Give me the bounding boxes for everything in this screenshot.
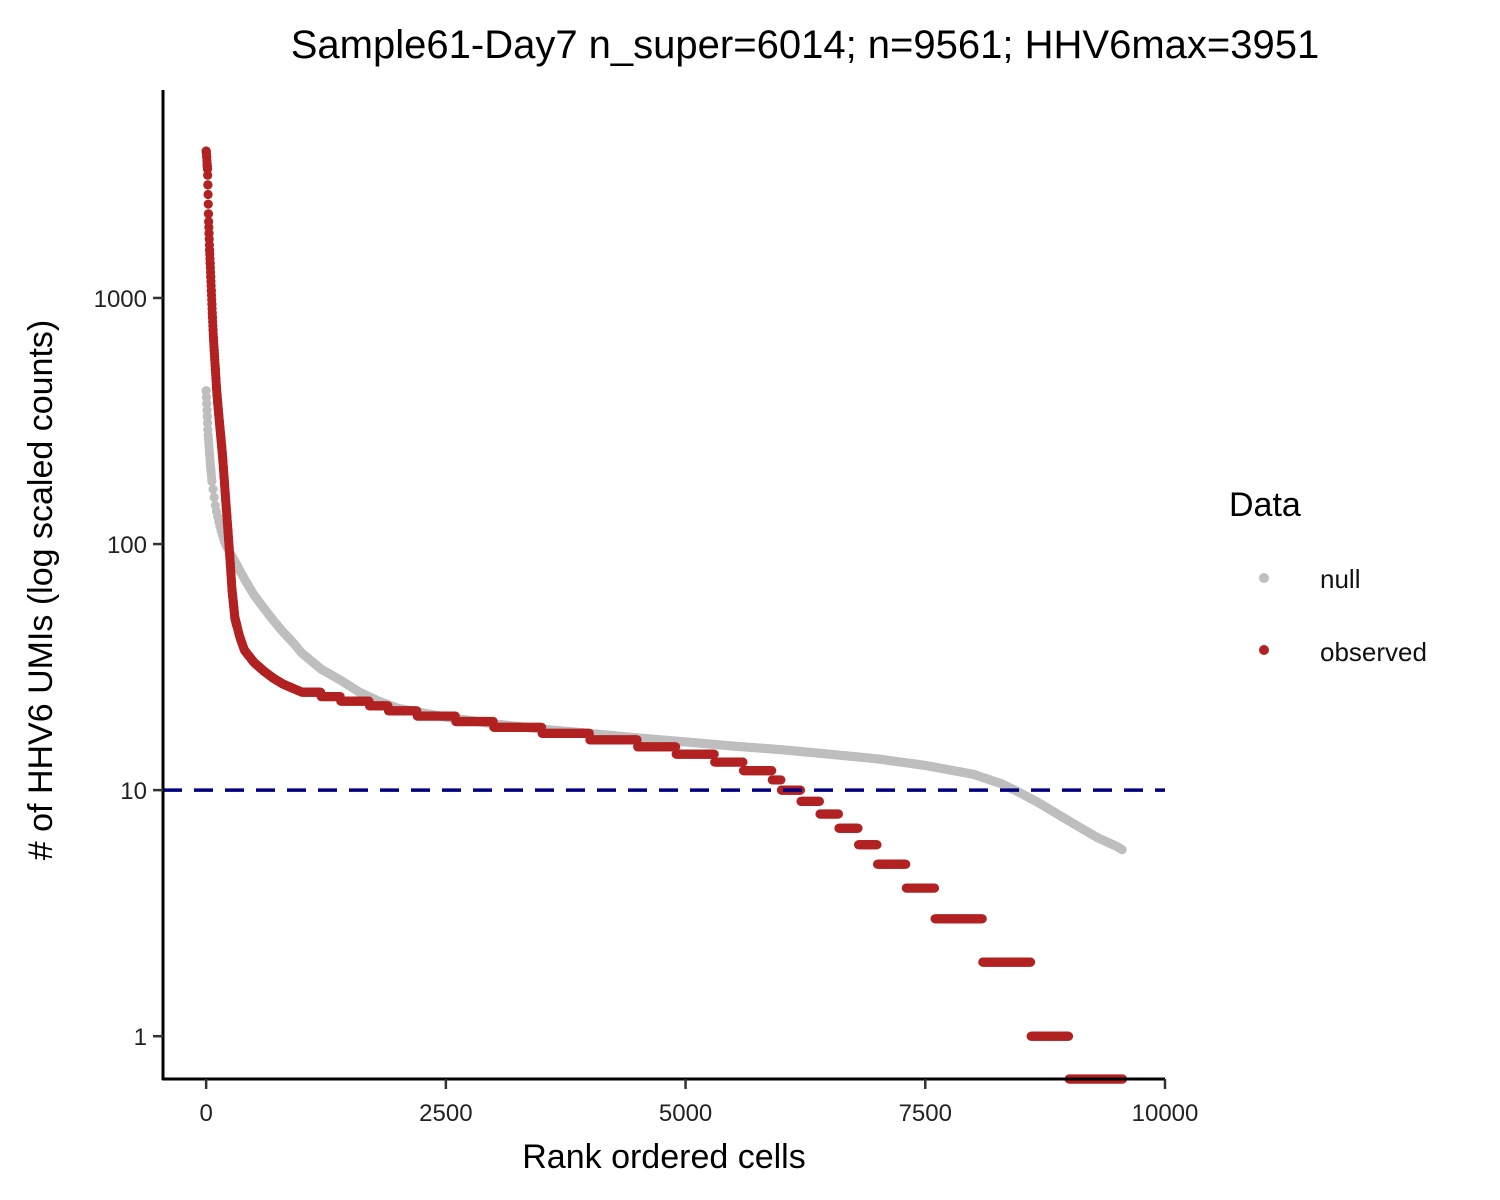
point-observed <box>853 823 863 833</box>
point-null <box>208 484 218 494</box>
x-tick-label: 5000 <box>659 1100 712 1127</box>
series-null <box>201 386 1127 855</box>
x-tick-label: 10000 <box>1132 1100 1199 1127</box>
series-observed <box>201 146 1128 1084</box>
x-tick-label: 7500 <box>899 1100 952 1127</box>
point-observed <box>1063 1031 1074 1041</box>
legend: Data null observed <box>1229 486 1427 667</box>
x-axis-title: Rank ordered cells <box>522 1138 805 1176</box>
legend-label-observed: observed <box>1320 637 1427 667</box>
point-observed <box>977 914 987 924</box>
point-null <box>202 412 212 422</box>
point-null <box>202 418 213 428</box>
y-axis-title: # of HHV6 UMIs (log scaled counts) <box>22 320 60 860</box>
legend-key-observed <box>1259 645 1269 655</box>
point-observed <box>738 757 748 767</box>
point-observed <box>203 209 214 219</box>
point-observed <box>709 749 719 759</box>
point-null <box>201 386 211 396</box>
point-observed <box>671 742 681 752</box>
y-tick-label: 1000 <box>94 286 147 313</box>
point-observed <box>901 859 911 869</box>
x-tick-label: 0 <box>199 1100 212 1127</box>
point-null <box>209 492 219 502</box>
point-observed <box>872 840 882 850</box>
point-null <box>202 399 212 409</box>
point-observed <box>814 796 825 806</box>
point-observed <box>203 199 213 209</box>
point-observed <box>833 809 844 819</box>
x-tick-label: 2500 <box>419 1100 472 1127</box>
point-observed <box>232 620 242 631</box>
legend-key-null <box>1259 573 1269 583</box>
y-tick-label: 100 <box>107 532 147 559</box>
point-observed <box>776 775 786 785</box>
y-tick-label: 1 <box>134 1024 147 1051</box>
legend-label-null: null <box>1320 564 1360 594</box>
legend-title: Data <box>1229 486 1301 524</box>
chart-title: Sample61-Day7 n_super=6014; n=9561; HHV6… <box>291 23 1319 67</box>
point-null <box>1117 845 1127 855</box>
point-observed <box>203 180 213 190</box>
point-observed <box>203 189 213 200</box>
point-observed <box>929 883 940 893</box>
point-null <box>207 476 217 486</box>
point-observed <box>203 170 213 180</box>
y-tick-label: 10 <box>120 778 147 805</box>
point-null <box>202 405 212 415</box>
point-observed <box>767 766 777 776</box>
point-null <box>201 392 212 402</box>
plot-area <box>163 146 1165 1084</box>
point-observed <box>1025 957 1036 967</box>
axes: 0 2500 5000 7500 10000 1 10 100 1000 <box>94 90 1199 1127</box>
